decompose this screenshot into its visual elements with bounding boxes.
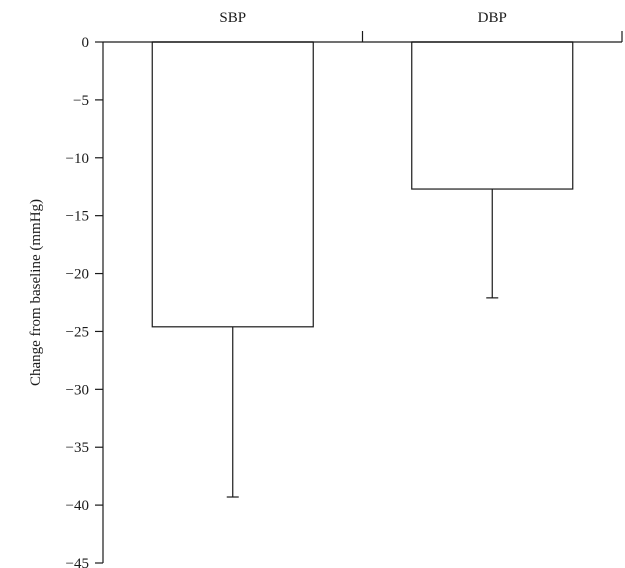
error-bars: [226, 189, 499, 498]
category-label-sbp: SBP: [219, 10, 246, 26]
y-tick-label: 0: [82, 35, 90, 51]
y-tick-label: −30: [66, 382, 89, 398]
y-tick-label: −25: [66, 324, 89, 340]
bars: [151, 41, 574, 328]
y-tick-label: −10: [66, 151, 89, 167]
y-tick-label: −45: [66, 556, 89, 568]
y-axis-label: Change from baseline (mmHg): [28, 199, 44, 386]
y-tick-label: −5: [73, 93, 89, 109]
category-label-dbp: DBP: [478, 10, 507, 26]
y-tick-label: −35: [66, 440, 89, 456]
y-tick-label: −20: [66, 267, 89, 283]
bar-sbp: [151, 41, 314, 328]
y-tick-label: −15: [66, 209, 89, 225]
y-axis-ticks: 0 −5 −10 −15 −20 −25 −30 −35 −40 −45: [66, 35, 103, 568]
category-labels: SBP DBP: [219, 10, 506, 26]
y-tick-label: −40: [66, 498, 89, 514]
bar-dbp: [411, 41, 574, 190]
axes: [102, 31, 623, 563]
